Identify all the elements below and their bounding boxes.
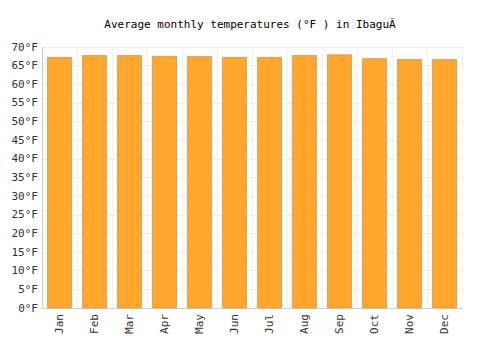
svg-text:Aug: Aug bbox=[298, 314, 311, 334]
svg-text:Jul: Jul bbox=[263, 314, 276, 334]
svg-text:65°F: 65°F bbox=[12, 59, 39, 72]
svg-text:Oct: Oct bbox=[368, 314, 381, 334]
svg-text:70°F: 70°F bbox=[12, 41, 39, 54]
svg-text:60°F: 60°F bbox=[12, 78, 39, 91]
svg-text:Average monthly temperatures (: Average monthly temperatures (°F ) in Ib… bbox=[104, 18, 396, 31]
svg-text:Sep: Sep bbox=[333, 314, 346, 334]
svg-text:0°F: 0°F bbox=[18, 302, 38, 315]
svg-text:10°F: 10°F bbox=[12, 264, 39, 277]
svg-text:Mar: Mar bbox=[123, 314, 136, 334]
svg-text:20°F: 20°F bbox=[12, 227, 39, 240]
svg-text:40°F: 40°F bbox=[12, 152, 39, 165]
svg-text:5°F: 5°F bbox=[18, 283, 38, 296]
svg-text:50°F: 50°F bbox=[12, 115, 39, 128]
svg-text:Apr: Apr bbox=[158, 314, 171, 334]
svg-text:Feb: Feb bbox=[88, 314, 101, 334]
svg-text:Jun: Jun bbox=[228, 314, 241, 334]
svg-text:Nov: Nov bbox=[403, 314, 416, 334]
svg-text:25°F: 25°F bbox=[12, 208, 39, 221]
svg-text:15°F: 15°F bbox=[12, 246, 39, 259]
svg-text:35°F: 35°F bbox=[12, 171, 39, 184]
svg-text:30°F: 30°F bbox=[12, 190, 39, 203]
svg-text:55°F: 55°F bbox=[12, 96, 39, 109]
svg-text:May: May bbox=[193, 314, 206, 334]
svg-text:Dec: Dec bbox=[438, 314, 451, 334]
svg-text:45°F: 45°F bbox=[12, 134, 39, 147]
svg-text:Jan: Jan bbox=[53, 314, 66, 334]
